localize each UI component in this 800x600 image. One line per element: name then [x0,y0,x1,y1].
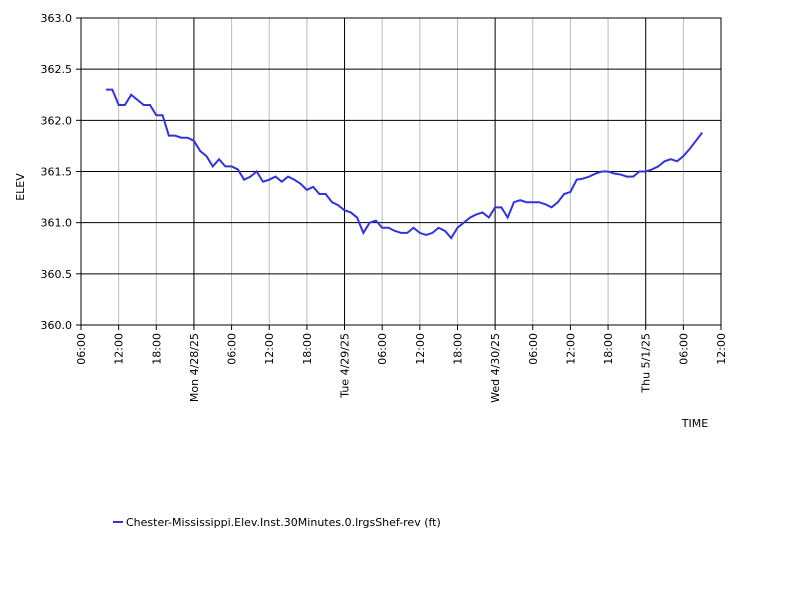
x-tick-label: Wed 4/30/25 [489,333,502,403]
y-tick-label: 361.0 [41,217,73,230]
x-tick-label: 18:00 [602,333,615,365]
x-tick-label: Mon 4/28/25 [188,333,201,402]
y-tick-label: 363.0 [41,12,73,25]
x-tick-label: 06:00 [527,333,540,365]
x-tick-label: 18:00 [451,333,464,365]
x-tick-label: 12:00 [113,333,126,365]
x-tick-label: Thu 5/1/25 [640,333,653,394]
y-tick-label: 362.0 [41,114,73,127]
x-tick-label: Tue 4/29/25 [339,333,352,399]
plot-frame [80,17,722,326]
x-tick-label: 12:00 [564,333,577,365]
x-tick-label: 12:00 [414,333,427,365]
y-axis-label: ELEV [14,173,27,201]
x-tick-label: 06:00 [677,333,690,365]
x-axis-label: TIME [681,417,708,430]
x-tick-label: 06:00 [226,333,239,365]
y-tick-label: 361.5 [41,166,73,179]
x-tick-label: 12:00 [263,333,276,365]
data-line [106,88,703,240]
y-tick-label: 362.5 [41,63,73,76]
x-tick-label: 06:00 [376,333,389,365]
x-tick-label: 18:00 [301,333,314,365]
y-tick-label: 360.0 [41,319,73,332]
x-tick-label: 12:00 [715,333,728,365]
legend-label: Chester-Mississippi.Elev.Inst.30Minutes.… [126,516,441,529]
x-tick-label: 18:00 [150,333,163,365]
x-tick-label: 06:00 [75,333,88,365]
y-tick-label: 360.5 [41,268,73,281]
